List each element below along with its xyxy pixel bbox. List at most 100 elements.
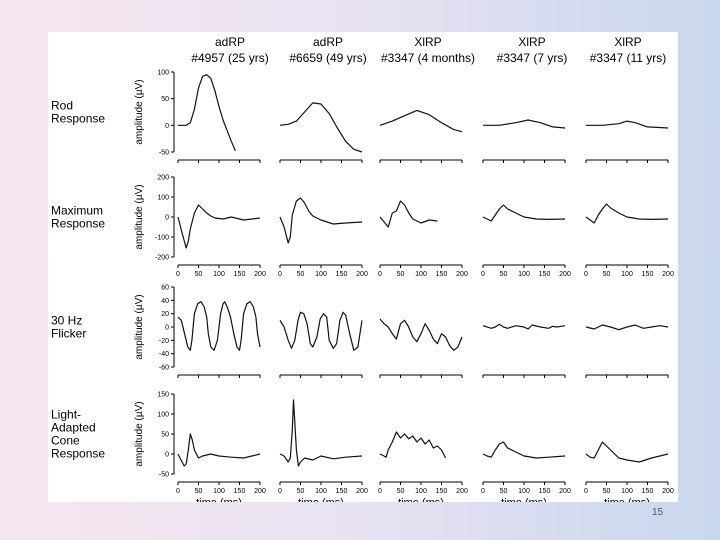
- x-tick-label: 100: [213, 271, 225, 278]
- y-tick-label: 100: [157, 412, 169, 419]
- x-tick-label: 50: [500, 271, 508, 278]
- x-tick-label: 50: [297, 488, 305, 495]
- y-tick-label: 0: [165, 325, 169, 332]
- subject-id: #3347 (11 yrs): [590, 51, 666, 65]
- x-tick-label: 50: [603, 488, 611, 495]
- page-number: 15: [652, 507, 664, 518]
- x-tick-label: 100: [621, 271, 633, 278]
- y-axis-label: amplitude (µV): [134, 79, 145, 144]
- erg-figure: adRP #4957 (25 yrs) adRP #6659 (49 yrs) XlRP…: [51, 35, 674, 502]
- y-tick-label: 20: [161, 311, 169, 318]
- y-tick-label: 100: [157, 70, 169, 77]
- y-tick-label: 60: [161, 285, 169, 292]
- x-tick-label: 150: [436, 271, 448, 278]
- x-tick-label: 50: [195, 488, 203, 495]
- row-label: Cone: [51, 434, 80, 448]
- subject-diagnosis: XlRP: [414, 35, 441, 49]
- y-tick-label: 50: [161, 96, 169, 103]
- x-tick-label: 100: [415, 271, 427, 278]
- x-tick-label: 150: [234, 488, 246, 495]
- y-tick-label: 0: [165, 215, 169, 222]
- trace-line: [279, 311, 363, 351]
- x-tick-label: 100: [518, 271, 530, 278]
- subject-diagnosis: adRP: [215, 35, 245, 49]
- subject-diagnosis: XlRP: [614, 35, 641, 49]
- x-tick-label: 100: [621, 488, 633, 495]
- subject-id: #3347 (4 months): [381, 51, 475, 65]
- x-tick-label: 150: [539, 488, 551, 495]
- x-tick-label: 200: [254, 271, 266, 278]
- x-tick-label: 50: [195, 271, 203, 278]
- x-axis-label: time (ms): [604, 497, 650, 502]
- x-tick-label: 100: [213, 488, 225, 495]
- row-label: 30 Hz: [51, 314, 82, 328]
- y-tick-label: -60: [159, 365, 169, 372]
- x-tick-label: 0: [481, 488, 485, 495]
- trace-line: [379, 109, 463, 133]
- trace-line: [585, 324, 669, 331]
- x-tick-label: 200: [254, 488, 266, 495]
- trace-line: [483, 119, 566, 129]
- y-tick-label: 150: [157, 392, 169, 399]
- figure-panel: adRP #4957 (25 yrs) adRP #6659 (49 yrs) XlRP…: [48, 32, 678, 502]
- trace-line: [177, 301, 261, 351]
- y-tick-label: -40: [159, 351, 169, 358]
- x-tick-label: 50: [500, 488, 508, 495]
- trace-line: [379, 431, 447, 459]
- x-tick-label: 50: [397, 488, 405, 495]
- trace-line: [482, 441, 566, 459]
- x-tick-label: 150: [539, 271, 551, 278]
- x-tick-label: 150: [336, 271, 348, 278]
- y-tick-label: 200: [157, 175, 169, 182]
- x-tick-label: 0: [278, 488, 282, 495]
- row-label: Adapted: [51, 421, 96, 435]
- x-tick-label: 0: [481, 271, 485, 278]
- trace-line: [585, 441, 669, 463]
- x-tick-label: 200: [356, 271, 368, 278]
- y-tick-label: -50: [159, 150, 169, 157]
- x-tick-label: 50: [603, 271, 611, 278]
- x-axis-label: time (ms): [298, 497, 344, 502]
- x-tick-label: 100: [518, 488, 530, 495]
- trace-line: [177, 433, 261, 467]
- x-tick-label: 0: [584, 271, 588, 278]
- y-axis-label: amplitude (µV): [134, 401, 145, 466]
- y-axis-label: amplitude (µV): [134, 294, 145, 359]
- y-tick-label: 100: [157, 195, 169, 202]
- x-tick-label: 100: [315, 488, 327, 495]
- x-axis-label: time (ms): [196, 497, 242, 502]
- trace-line: [379, 318, 463, 351]
- row-label: Flicker: [51, 327, 86, 341]
- trace-line: [585, 203, 669, 224]
- x-axis-label: time (ms): [501, 497, 547, 502]
- trace-line: [279, 197, 363, 244]
- y-tick-label: 0: [165, 452, 169, 459]
- x-tick-label: 150: [642, 488, 654, 495]
- x-tick-label: 200: [456, 488, 468, 495]
- x-tick-label: 200: [559, 488, 571, 495]
- x-tick-label: 50: [297, 271, 305, 278]
- row-label: Response: [51, 217, 105, 231]
- x-tick-label: 100: [315, 271, 327, 278]
- y-axis-label: amplitude (µV): [134, 184, 145, 249]
- x-tick-label: 0: [584, 488, 588, 495]
- y-tick-label: -200: [155, 255, 169, 262]
- x-tick-label: 0: [176, 488, 180, 495]
- x-tick-label: 0: [278, 271, 282, 278]
- subject-id: #6659 (49 yrs): [289, 51, 366, 65]
- x-tick-label: 0: [176, 271, 180, 278]
- x-tick-label: 50: [397, 271, 405, 278]
- x-axis-label: time (ms): [398, 497, 444, 502]
- trace-line: [379, 200, 438, 228]
- y-tick-label: -50: [159, 472, 169, 479]
- row-label: Response: [51, 112, 105, 126]
- row-label: Rod: [51, 99, 73, 113]
- x-tick-label: 150: [642, 271, 654, 278]
- x-tick-label: 200: [662, 488, 674, 495]
- row-label: Light-: [51, 408, 81, 422]
- x-tick-label: 200: [559, 271, 571, 278]
- y-tick-label: 0: [165, 123, 169, 130]
- subject-diagnosis: XlRP: [518, 35, 545, 49]
- y-tick-label: -20: [159, 338, 169, 345]
